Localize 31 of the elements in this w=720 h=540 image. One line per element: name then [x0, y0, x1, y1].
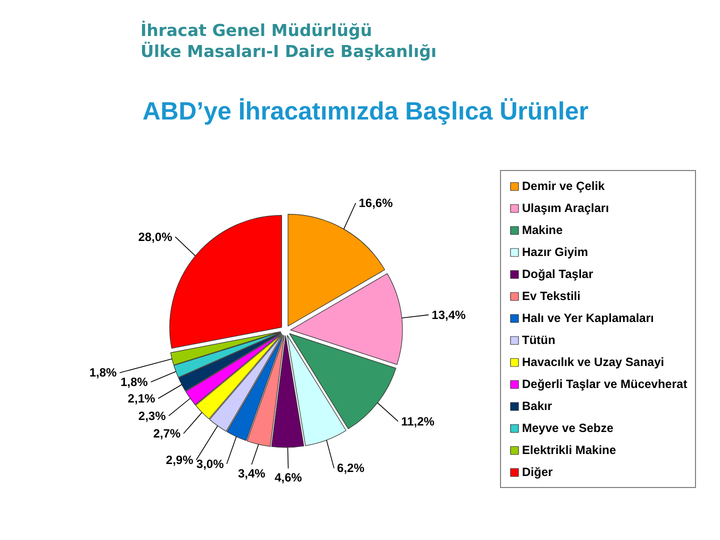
legend-label: Doğal Taşlar	[522, 267, 594, 281]
data-label: 3,4%	[238, 466, 266, 481]
data-label: 3,0%	[196, 456, 224, 471]
data-label: 1,8%	[89, 366, 118, 380]
legend-label: Makine	[522, 223, 563, 237]
legend-label: Bakır	[522, 399, 552, 413]
data-label: 2,9%	[166, 453, 194, 468]
data-label: 11,2%	[401, 414, 435, 428]
chart-title: ABD’ye İhracatımızda Başlıca Ürünler	[142, 98, 589, 126]
data-label: 2,1%	[128, 391, 156, 406]
legend-label: Tütün	[522, 333, 556, 347]
legend-label: Meyve ve Sebze	[522, 421, 614, 435]
legend-label: Halı ve Yer Kaplamaları	[522, 311, 654, 325]
data-label: 16,6%	[358, 196, 394, 210]
data-label: 4,6%	[274, 470, 302, 484]
data-label: 2,7%	[153, 426, 181, 440]
legend-label: Değerli Taşlar ve Mücevherat	[522, 377, 688, 391]
data-label: 13,4%	[432, 308, 466, 322]
legend-label: Demir ve Çelik	[522, 179, 605, 193]
text: İhracat Genel Müdürlüğü	[140, 20, 372, 40]
legend-label: Ev Tekstili	[522, 289, 580, 303]
data-label: 6,2%	[337, 461, 365, 476]
legend-label: Elektrikli Makine	[522, 443, 616, 457]
legend-label: Hazır Giyim	[522, 245, 588, 259]
legend-label: Havacılık ve Uzay Sanayi	[522, 355, 664, 369]
legend-label: Diğer	[522, 465, 553, 479]
data-label: 1,8%	[120, 375, 148, 390]
data-label: 2,3%	[138, 408, 166, 423]
legend-label: Ulaşım Araçları	[522, 201, 609, 215]
data-label: 28,0%	[138, 230, 173, 244]
text: Ülke Masaları-I Daire Başkanlığı	[140, 41, 437, 61]
